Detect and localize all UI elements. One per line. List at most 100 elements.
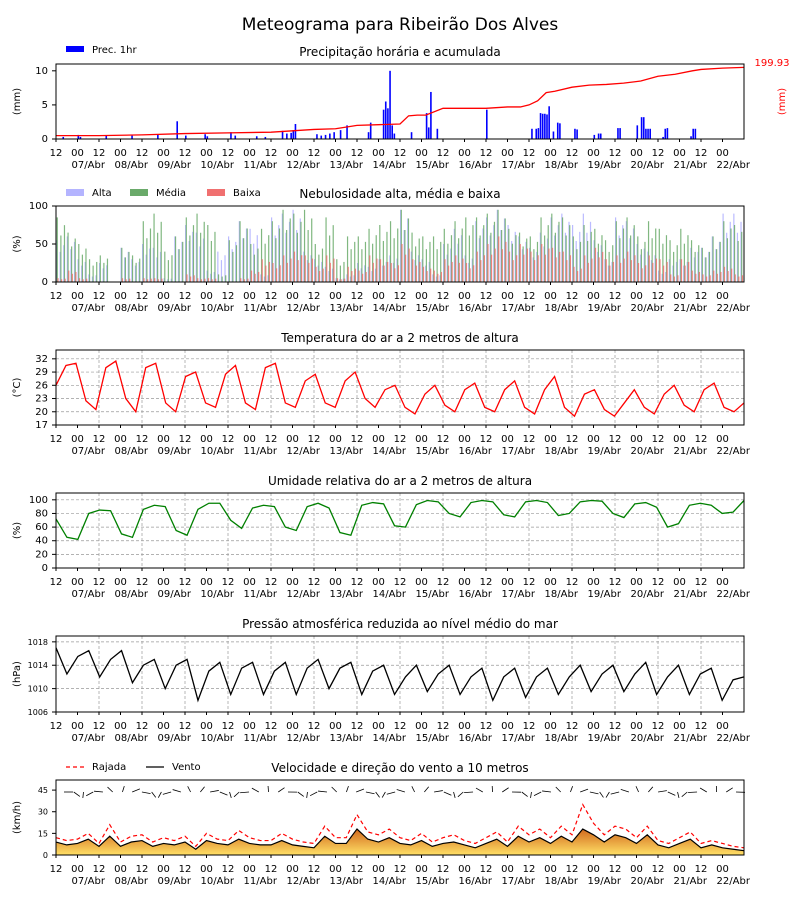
x-hour-label: 00 [71,577,84,588]
cloud-bar-alta [589,221,592,282]
x-hour-label: 00 [157,148,170,159]
x-hour-label: 00 [544,434,557,445]
y-tick-label: 23 [35,394,48,405]
precip-bar [367,132,370,139]
x-hour-label: 00 [630,721,643,732]
x-date-label: 18/Abr [545,160,579,171]
cloud-bar-média [551,213,553,282]
cloud-bar-média [533,249,535,282]
cloud-bar-média [647,221,650,282]
cloud-bar-média [458,238,460,282]
wind-direction-arrow [658,790,667,793]
cloud-bar-média [106,258,109,282]
x-date-label: 16/Abr [459,589,493,600]
x-hour-label: 12 [437,721,450,732]
x-hour-label: 00 [286,721,299,732]
legend-label: Alta [92,188,112,199]
cloud-bar-baixa [283,255,285,282]
cloud-bar-alta [475,221,477,282]
cloud-bar-alta [622,225,624,282]
x-hour-label: 12 [136,148,149,159]
cloud-bar-alta [59,251,61,282]
x-hour-label: 12 [179,291,192,302]
cloud-bar-alta [611,261,613,282]
cloud-bar-média [149,228,152,282]
cloud-bar-média [687,235,689,282]
cloud-bar-baixa [738,276,740,282]
x-hour-label: 12 [351,148,364,159]
x-date-label: 17/Abr [502,160,536,171]
cloud-bar-baixa [419,261,421,282]
cloud-bar-média [665,235,668,282]
cloud-bar-média [293,213,295,282]
cloud-bar-alta [267,275,269,282]
cloud-bar-média [554,232,556,282]
cloud-bar-alta [679,259,681,282]
precip-bar [62,136,65,139]
cloud-bar-alta [177,249,180,282]
x-hour-label: 12 [351,721,364,732]
precip-bar [369,122,372,139]
cloud-bar-alta [722,213,724,282]
precip-bar [619,128,621,139]
x-hour-label: 12 [93,577,106,588]
cloud-bar-média [325,217,327,282]
cloud-bar-baixa [154,278,156,282]
x-hour-label: 00 [501,577,514,588]
legend-label: Rajada [92,762,126,773]
x-hour-label: 00 [587,291,600,302]
cloud-bar-baixa [86,278,88,282]
x-hour-label: 00 [587,434,600,445]
x-hour-label: 00 [329,434,342,445]
y-tick-label: 0 [43,851,48,860]
cloud-bar-alta [328,271,330,282]
cloud-bar-alta [511,240,513,282]
cloud-bar-alta [486,217,488,282]
cloud-bar-baixa [731,268,733,282]
cloud-bar-alta [403,230,405,282]
x-date-label: 12/Abr [287,160,321,171]
cloud-bar-média [99,255,101,282]
cloud-bar-média [604,240,607,282]
cloud-bar-baixa [673,276,675,282]
x-hour-label: 00 [630,148,643,159]
cloud-bar-alta [647,251,649,282]
x-hour-label: 00 [415,864,428,875]
cloud-bar-baixa [412,259,414,282]
cloud-bar-média [472,225,474,282]
cloud-bar-alta [597,251,599,282]
x-hour-label: 12 [179,434,192,445]
precip-bar [647,128,649,139]
cloud-bar-média [217,274,220,282]
cloud-bar-baixa [458,262,460,282]
cloud-bar-baixa [125,279,127,282]
x-date-label: 07/Abr [72,876,106,887]
cloud-bar-baixa [741,275,744,282]
cloud-bar-média [318,254,320,282]
wind-direction-arrow [620,788,629,793]
cloud-bar-alta [704,257,706,282]
cloud-bar-média [651,238,653,282]
cloud-bar-baixa [340,279,342,282]
legend-label: Baixa [233,188,261,199]
wind-direction-arrow [530,791,532,799]
x-date-label: 09/Abr [158,733,192,744]
panel-title: Precipitação horária e acumulada [299,45,501,59]
cloud-bar-baixa [465,263,468,282]
x-hour-label: 12 [523,577,536,588]
cloud-bar-alta [629,238,631,282]
cloud-bar-média [178,249,180,282]
legend-label: Vento [172,762,201,773]
x-hour-label: 12 [136,721,149,732]
cloud-bar-alta [102,268,104,282]
cloud-bar-alta [521,249,524,282]
cloud-bar-alta [636,244,638,282]
wind-direction-arrow [297,791,304,797]
y-tick-label: 1018 [28,638,48,647]
cloud-bar-média [561,217,564,282]
x-date-label: 21/Abr [674,589,708,600]
x-hour-label: 00 [415,148,428,159]
x-date-label: 21/Abr [674,446,708,457]
cloud-bar-média [415,246,417,282]
cloud-bar-baixa [702,274,704,282]
